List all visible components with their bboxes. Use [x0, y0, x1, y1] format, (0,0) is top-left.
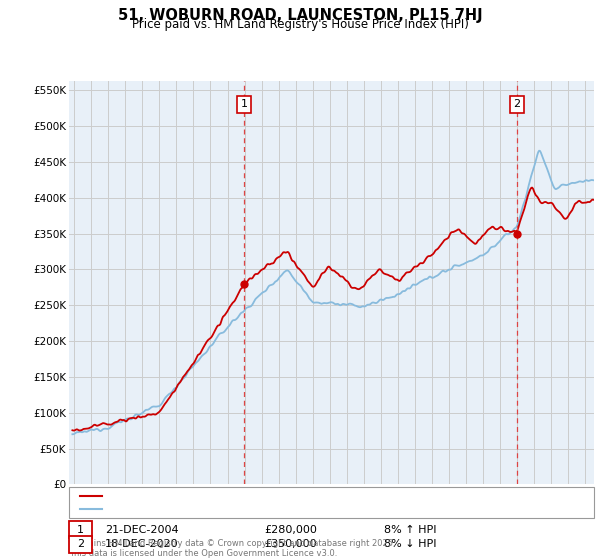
Text: 2: 2 — [513, 100, 520, 110]
Text: 1: 1 — [241, 100, 248, 110]
Text: 8% ↑ HPI: 8% ↑ HPI — [384, 525, 437, 535]
Text: 1: 1 — [77, 525, 84, 535]
Text: 51, WOBURN ROAD, LAUNCESTON, PL15 7HJ: 51, WOBURN ROAD, LAUNCESTON, PL15 7HJ — [118, 8, 482, 24]
Text: 18-DEC-2020: 18-DEC-2020 — [105, 539, 179, 549]
Text: Price paid vs. HM Land Registry's House Price Index (HPI): Price paid vs. HM Land Registry's House … — [131, 18, 469, 31]
Text: 51, WOBURN ROAD, LAUNCESTON, PL15 7HJ (detached house): 51, WOBURN ROAD, LAUNCESTON, PL15 7HJ (d… — [106, 491, 419, 501]
Text: HPI: Average price, detached house, Cornwall: HPI: Average price, detached house, Corn… — [106, 505, 334, 515]
Text: £280,000: £280,000 — [264, 525, 317, 535]
Text: 8% ↓ HPI: 8% ↓ HPI — [384, 539, 437, 549]
Text: 2: 2 — [77, 539, 84, 549]
Text: £350,000: £350,000 — [264, 539, 317, 549]
Text: 21-DEC-2004: 21-DEC-2004 — [105, 525, 179, 535]
Text: Contains HM Land Registry data © Crown copyright and database right 2025.
This d: Contains HM Land Registry data © Crown c… — [69, 539, 395, 558]
